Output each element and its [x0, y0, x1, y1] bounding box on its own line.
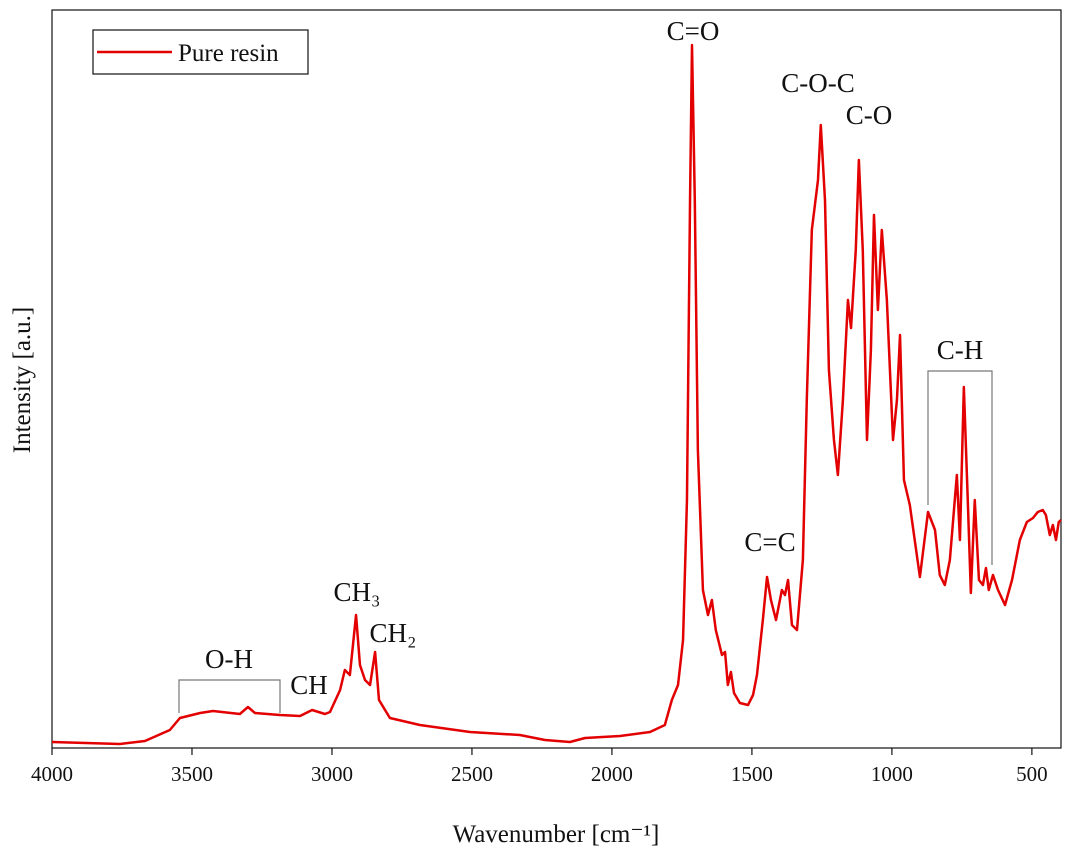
x-axis-title: Wavenumber [cm⁻¹] — [453, 821, 660, 848]
y-axis-title: Intensity [a.u.] — [9, 307, 36, 453]
annotation: CH — [290, 670, 328, 700]
legend-box — [92, 29, 309, 75]
legend-label: Pure resin — [178, 40, 279, 67]
legend: Pure resin — [92, 29, 309, 75]
plot-frame — [51, 9, 1062, 749]
annotation: C-O-C — [781, 68, 855, 98]
x-tick-label: 1000 — [871, 762, 913, 786]
annotation: CH₂ — [370, 618, 417, 648]
x-tick-label: 3000 — [311, 762, 353, 786]
x-tick-label: 2500 — [451, 762, 493, 786]
annotation: C=O — [667, 16, 720, 46]
spectrum-line — [51, 43, 1062, 746]
x-tick-label: 500 — [1016, 762, 1048, 786]
x-tick-label: 4000 — [31, 762, 73, 786]
annotation: O-H — [205, 644, 253, 674]
oh-bracket — [178, 679, 281, 713]
annotation: C-H — [937, 335, 984, 365]
x-tick-label: 3500 — [171, 762, 213, 786]
annotation: C-O — [846, 100, 893, 130]
annotation: C=C — [744, 527, 795, 557]
annotation: CH₃ — [334, 577, 381, 607]
plot-area — [51, 43, 1062, 746]
brackets — [178, 370, 993, 713]
x-tick-label: 1500 — [731, 762, 773, 786]
ch-bracket — [927, 370, 993, 565]
x-tick-label: 2000 — [591, 762, 633, 786]
